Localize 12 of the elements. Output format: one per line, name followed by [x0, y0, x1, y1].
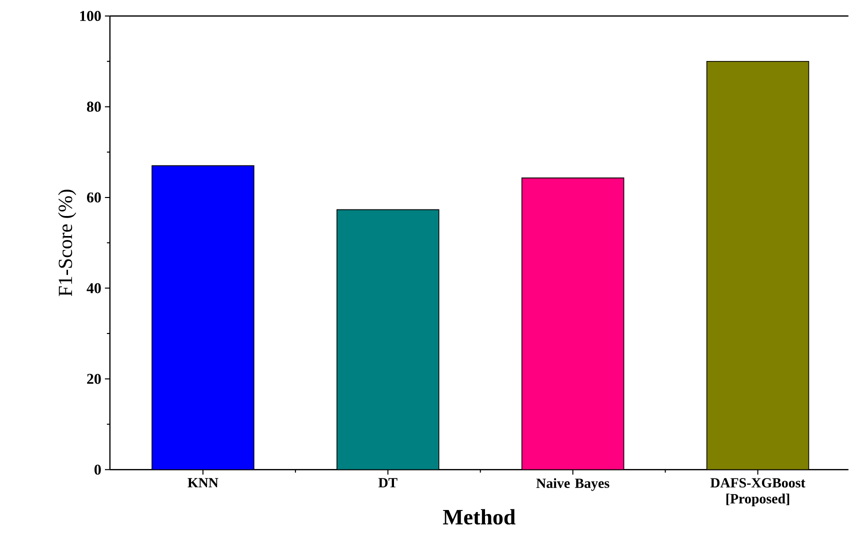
y-tick-label: 80	[86, 102, 101, 112]
y-tick-label: 20	[87, 374, 101, 384]
y-tick-label: 100	[80, 11, 101, 22]
x-tick-label: Naive Bayes	[536, 478, 610, 492]
y-tick-label: 0	[94, 464, 101, 475]
x-tick-label: KNN	[188, 478, 218, 488]
x-tick-label: DT	[378, 478, 398, 488]
y-tick-label: 60	[86, 192, 101, 203]
y-tick-label: 40	[86, 283, 101, 294]
y-axis-title: F1-Score (%)	[58, 190, 76, 296]
x-axis-title: Method	[443, 509, 516, 525]
x-tick-label: DAFS-XGBoost [Proposed]	[710, 478, 806, 506]
